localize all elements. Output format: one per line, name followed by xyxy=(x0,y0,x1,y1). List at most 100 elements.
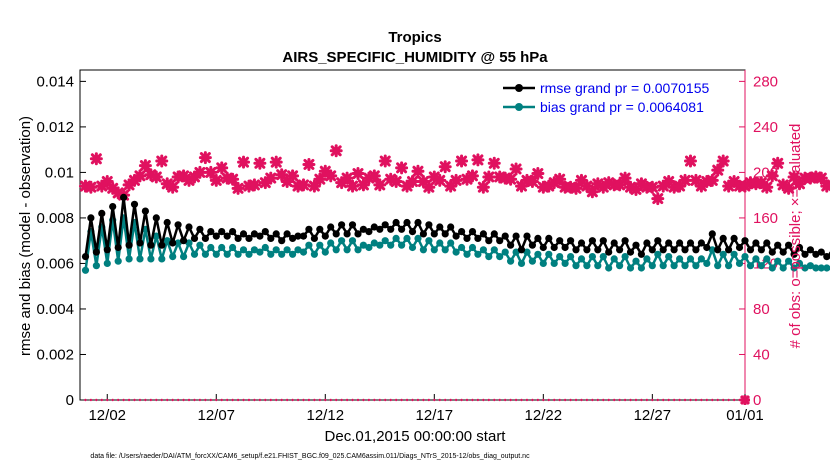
y-axis-label-right: # of obs: o=possible; ×=evaluated xyxy=(787,124,804,349)
obs-possible-point xyxy=(411,164,425,178)
obs-evaluated-point xyxy=(525,398,529,402)
series-point xyxy=(109,203,117,211)
series-point xyxy=(539,259,547,267)
obs-possible-point xyxy=(100,175,114,189)
obs-evaluated-point xyxy=(542,398,545,402)
series-point xyxy=(790,264,798,272)
series-point xyxy=(692,246,700,254)
series-point xyxy=(436,239,444,247)
obs-evaluated-point xyxy=(133,398,136,402)
obs-evaluated-point xyxy=(411,398,414,402)
obs-possible-point xyxy=(585,185,599,199)
obs-evaluated-point xyxy=(503,398,507,402)
series-point xyxy=(746,246,755,254)
obs-evaluated-point xyxy=(291,398,294,402)
obs-possible-point xyxy=(460,172,474,186)
obs-evaluated-point xyxy=(667,398,670,402)
obs-evaluated-point xyxy=(329,398,332,402)
series-point xyxy=(479,230,487,238)
obs-possible-point xyxy=(487,156,501,170)
series-point xyxy=(98,209,106,217)
obs-possible-point xyxy=(482,170,496,184)
chart-subtitle: AIRS_SPECIFIC_HUMIDITY @ 55 hPa xyxy=(282,49,548,66)
obs-possible-point xyxy=(346,179,360,193)
series-point xyxy=(147,255,155,263)
series-point xyxy=(430,246,438,254)
obs-evaluated-point xyxy=(547,398,550,402)
obs-evaluated-point xyxy=(651,398,654,402)
obs-evaluated-point xyxy=(345,398,349,402)
obs-evaluated-point xyxy=(438,398,441,402)
series-point xyxy=(654,250,662,258)
series-point xyxy=(534,250,542,258)
series-point xyxy=(245,250,253,258)
series-point xyxy=(735,243,744,252)
obs-evaluated-point xyxy=(596,398,600,402)
obs-possible-point xyxy=(378,154,392,168)
obs-possible-point xyxy=(651,192,665,206)
obs-possible-point xyxy=(324,169,338,183)
obs-possible-point xyxy=(624,180,638,194)
series-point xyxy=(795,243,804,252)
series-point xyxy=(676,239,684,247)
series-point xyxy=(768,264,776,272)
obs-evaluated-point xyxy=(585,398,589,402)
obs-evaluated-point xyxy=(307,398,311,402)
obs-evaluated-point xyxy=(155,398,158,402)
series-point xyxy=(507,241,515,249)
series-point xyxy=(610,255,618,263)
series-point xyxy=(572,262,580,270)
obs-evaluated-point xyxy=(612,398,616,402)
obs-possible-point xyxy=(198,151,212,165)
series-point xyxy=(468,243,477,252)
series-point xyxy=(441,246,449,254)
y-tick-label-left: 0.01 xyxy=(45,164,74,181)
series-point xyxy=(708,230,716,238)
series-point xyxy=(114,243,122,252)
obs-possible-point xyxy=(89,152,103,166)
y-axis-label-left: rmse and bias (model - observation) xyxy=(17,116,34,356)
series-point xyxy=(681,246,689,254)
series-point xyxy=(752,239,760,247)
obs-evaluated-point xyxy=(520,398,523,402)
obs-possible-point xyxy=(155,154,169,168)
series-point xyxy=(501,248,509,256)
obs-evaluated-point xyxy=(498,398,501,402)
series-point xyxy=(261,243,269,252)
obs-possible-point xyxy=(204,165,218,179)
series-point xyxy=(387,241,395,249)
obs-possible-point xyxy=(269,155,283,169)
y-tick-label-left: 0.008 xyxy=(36,210,74,227)
series-point xyxy=(757,262,766,270)
obs-possible-point xyxy=(133,169,147,183)
obs-possible-point xyxy=(727,175,741,189)
series-point xyxy=(414,218,422,227)
obs-evaluated-point xyxy=(285,398,289,402)
series-point xyxy=(790,250,798,258)
obs-count-markers xyxy=(78,144,830,406)
series-point xyxy=(545,250,553,258)
series-point xyxy=(414,234,422,242)
series-point xyxy=(806,246,815,254)
series-point xyxy=(190,250,199,258)
obs-possible-point xyxy=(367,169,381,183)
series-point xyxy=(556,237,564,245)
obs-possible-point xyxy=(591,177,605,191)
series-point xyxy=(152,232,160,240)
series-point xyxy=(463,250,471,258)
series-point xyxy=(299,248,308,256)
series-point xyxy=(561,259,569,267)
series-point xyxy=(408,243,417,252)
series-point xyxy=(87,214,95,222)
series-point xyxy=(823,253,830,261)
x-tick-label: 12/27 xyxy=(634,407,672,424)
series-point xyxy=(245,234,253,242)
series-point xyxy=(196,225,204,233)
series-point xyxy=(207,228,215,236)
obs-evaluated-point xyxy=(394,398,398,402)
series-point xyxy=(468,228,477,236)
series-point xyxy=(430,230,438,238)
obs-possible-point xyxy=(389,175,403,189)
series-point xyxy=(343,246,351,254)
series-point xyxy=(136,255,144,263)
